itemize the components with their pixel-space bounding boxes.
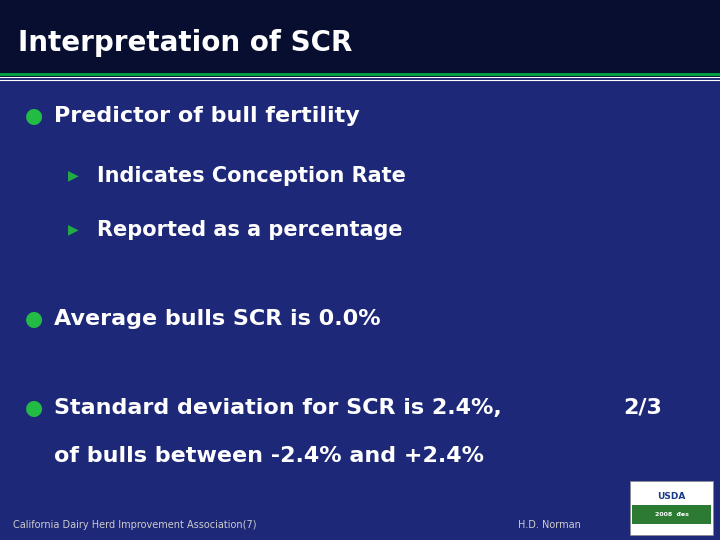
Text: of bulls between -2.4% and +2.4%: of bulls between -2.4% and +2.4% — [54, 446, 484, 467]
Text: Indicates Conception Rate: Indicates Conception Rate — [97, 165, 406, 186]
Bar — [632, 505, 711, 524]
Text: California Dairy Herd Improvement Association(7): California Dairy Herd Improvement Associ… — [13, 520, 256, 530]
Text: Standard deviation for SCR is 2.4%,: Standard deviation for SCR is 2.4%, — [54, 397, 502, 418]
Text: Average bulls SCR is 0.0%: Average bulls SCR is 0.0% — [54, 308, 381, 329]
Text: 2008  đes: 2008 đes — [654, 511, 689, 517]
Text: Interpretation of SCR: Interpretation of SCR — [18, 29, 352, 57]
Text: ▶: ▶ — [68, 222, 79, 237]
Bar — [0, 78, 720, 540]
Text: ●: ● — [25, 397, 43, 418]
Text: Reported as a percentage: Reported as a percentage — [97, 219, 402, 240]
Bar — [630, 481, 713, 535]
Text: ▶: ▶ — [68, 168, 79, 183]
Text: 2/3: 2/3 — [623, 397, 662, 418]
Text: USDA: USDA — [657, 492, 686, 501]
Text: ●: ● — [25, 308, 43, 329]
Text: ●: ● — [25, 106, 43, 126]
Text: Predictor of bull fertility: Predictor of bull fertility — [54, 106, 360, 126]
Bar — [0, 0, 720, 78]
Text: H.D. Norman: H.D. Norman — [518, 520, 581, 530]
